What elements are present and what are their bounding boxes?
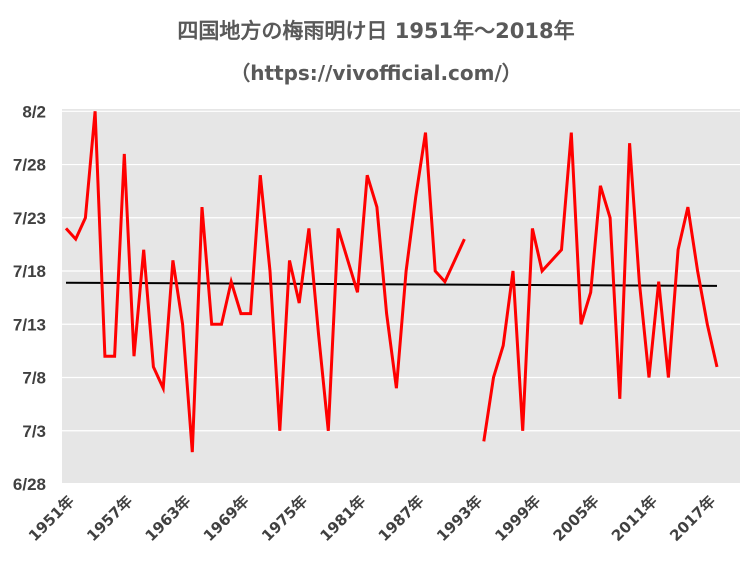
x-tick-label: 2011年 <box>608 492 661 545</box>
x-tick-label: 2017年 <box>666 492 719 545</box>
x-tick-label: 1951年 <box>25 492 78 545</box>
x-tick-label: 1987年 <box>375 492 428 545</box>
y-tick-label: 7/13 <box>13 315 46 334</box>
y-tick-label: 7/28 <box>13 156 46 175</box>
y-tick-label: 6/28 <box>13 475 46 494</box>
series-layer <box>64 111 719 453</box>
x-tick-label: 1957年 <box>83 492 136 545</box>
y-tick-label: 8/2 <box>22 102 46 121</box>
series-line <box>64 111 466 453</box>
x-tick-label: 1981年 <box>316 492 369 545</box>
x-tick-label: 1993年 <box>433 492 486 545</box>
y-tick-label: 7/23 <box>13 209 46 228</box>
x-axis-ticks: 1951年 1957年 1963年 1969年 1975年 1981年 1987年 1993年… <box>25 492 719 545</box>
chart-title: 四国地方の梅雨明け日 1951年～2018年 <box>177 19 574 43</box>
x-tick-label: 2005年 <box>550 492 603 545</box>
y-tick-label: 7/8 <box>22 369 46 388</box>
trendline <box>65 281 718 287</box>
trendline-layer <box>65 281 718 287</box>
x-tick-label: 1975年 <box>258 492 311 545</box>
x-tick-label: 1963年 <box>142 492 195 545</box>
gridlines <box>62 110 740 485</box>
y-tick-label: 7/3 <box>22 422 46 441</box>
y-tick-label: 7/18 <box>13 262 46 281</box>
x-tick-label: 1999年 <box>491 492 544 545</box>
series-line <box>482 132 719 442</box>
chart-subtitle: （https://vivofficial.com/） <box>230 61 522 85</box>
plot-area <box>62 109 740 483</box>
y-axis-ticks: 6/28 7/3 7/8 7/13 7/18 7/23 7/28 8/2 <box>13 102 46 494</box>
x-tick-label: 1969年 <box>200 492 253 545</box>
